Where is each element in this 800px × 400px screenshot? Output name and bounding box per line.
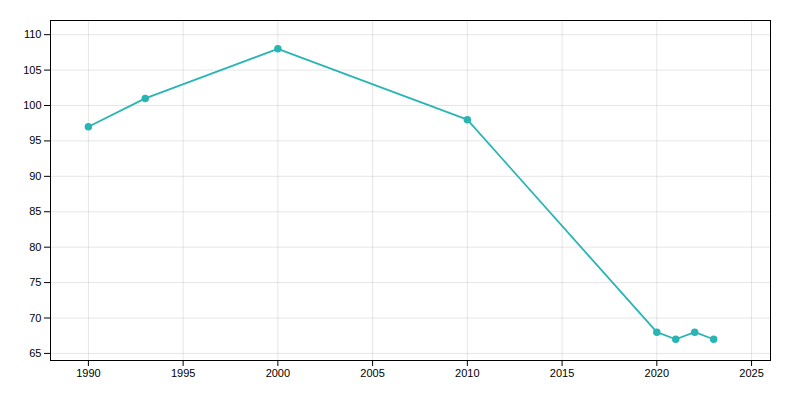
svg-text:2020: 2020 (645, 367, 669, 379)
svg-text:2000: 2000 (266, 367, 290, 379)
svg-text:80: 80 (29, 241, 41, 253)
svg-text:70: 70 (29, 312, 41, 324)
svg-text:110: 110 (24, 28, 42, 40)
svg-text:1995: 1995 (171, 367, 195, 379)
svg-text:2015: 2015 (550, 367, 574, 379)
svg-text:75: 75 (29, 276, 41, 288)
svg-text:100: 100 (23, 99, 41, 111)
svg-text:95: 95 (29, 134, 41, 146)
svg-text:65: 65 (29, 347, 41, 359)
svg-text:105: 105 (23, 64, 41, 76)
svg-text:2010: 2010 (455, 367, 479, 379)
svg-text:1990: 1990 (76, 367, 100, 379)
svg-text:85: 85 (29, 205, 41, 217)
svg-text:2025: 2025 (739, 367, 763, 379)
svg-text:2005: 2005 (360, 367, 384, 379)
svg-text:90: 90 (29, 170, 41, 182)
